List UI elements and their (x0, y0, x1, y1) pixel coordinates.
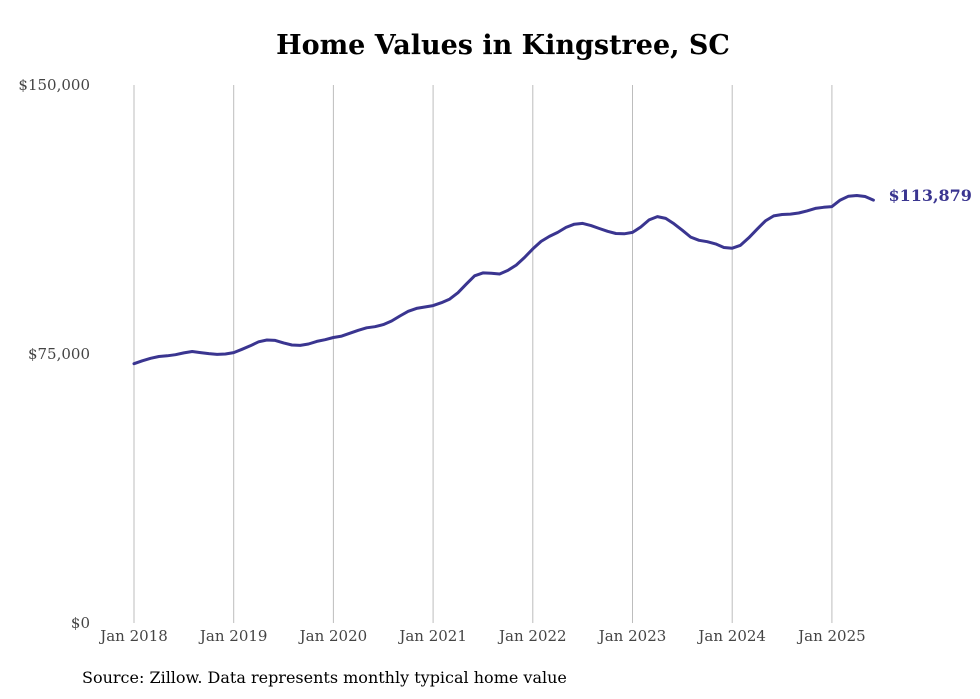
y-tick-label: $0 (71, 614, 90, 632)
x-tick-label: Jan 2024 (696, 627, 766, 645)
series-line-0 (132, 194, 875, 366)
x-tick-label: Jan 2021 (397, 627, 467, 645)
x-tick-label: Jan 2023 (597, 627, 667, 645)
x-tick-label: Jan 2018 (98, 627, 168, 645)
source-note: Source: Zillow. Data represents monthly … (82, 668, 567, 687)
end-value-label: $113,879 (888, 186, 972, 205)
y-axis: $0 $75,000 $150,000 (18, 76, 90, 632)
chart-title: Home Values in Kingstree, SC (276, 30, 730, 61)
series-layer (132, 194, 875, 366)
x-tick-label: Jan 2020 (298, 627, 368, 645)
x-axis: Jan 2018 Jan 2019 Jan 2020 Jan 2021 Jan 2022… (98, 627, 865, 645)
x-tick-label: Jan 2019 (198, 627, 268, 645)
x-tick-label: Jan 2025 (796, 627, 866, 645)
x-tick-label: Jan 2022 (497, 627, 567, 645)
grid-layer (133, 85, 833, 623)
y-tick-label: $75,000 (28, 345, 90, 363)
y-tick-label: $150,000 (18, 76, 90, 94)
end-label-layer: $113,879 (888, 186, 972, 205)
